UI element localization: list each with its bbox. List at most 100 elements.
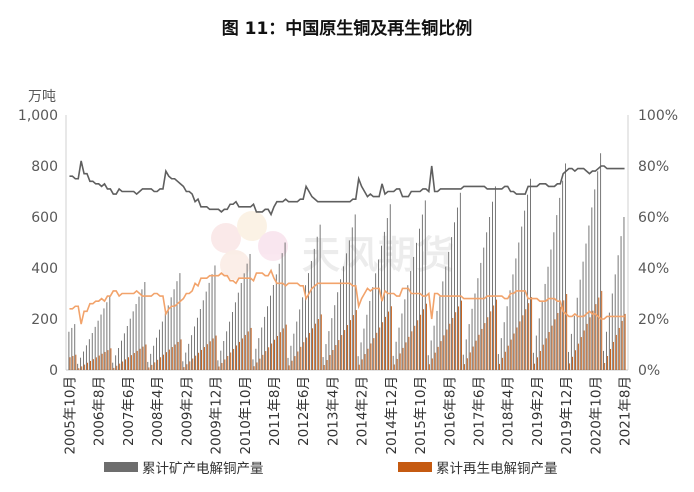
bar-primary — [568, 351, 569, 370]
bar-primary — [158, 329, 160, 371]
bar-recycled — [601, 290, 603, 370]
bar-recycled — [367, 348, 369, 370]
bar-recycled — [420, 314, 422, 370]
bar-primary — [94, 326, 96, 370]
bar-recycled — [434, 352, 436, 370]
bar-recycled — [116, 365, 118, 370]
bar-recycled — [510, 339, 512, 370]
bar-primary — [74, 324, 76, 370]
bar-recycled — [180, 339, 182, 370]
bar-recycled — [478, 334, 480, 370]
bar-recycled — [618, 327, 620, 370]
bar-primary — [217, 360, 219, 370]
bar-primary — [512, 274, 514, 371]
bar-recycled — [209, 341, 211, 370]
bar-primary — [436, 310, 438, 370]
bar-primary — [553, 232, 555, 370]
bar-primary — [605, 331, 607, 370]
bar-primary — [433, 325, 435, 370]
bar-primary — [132, 311, 134, 370]
bar-recycled — [282, 328, 284, 370]
bar-recycled — [607, 355, 609, 370]
bar-recycled — [376, 332, 378, 370]
bar-primary — [170, 297, 172, 370]
bar-recycled — [212, 338, 214, 370]
bar-primary — [410, 271, 412, 370]
bar-recycled — [610, 348, 611, 370]
bar-recycled — [215, 335, 217, 370]
x-tick-label: 2009年2月 — [179, 376, 195, 446]
line-primary-share — [69, 160, 625, 217]
bar-primary — [226, 331, 228, 370]
bar-primary — [471, 308, 473, 370]
bar-primary — [331, 318, 333, 370]
bar-recycled — [466, 358, 468, 370]
bar-primary — [532, 352, 534, 370]
bar-recycled — [291, 360, 293, 370]
bar-recycled — [285, 324, 287, 370]
bar-primary — [243, 273, 245, 370]
bar-recycled — [192, 358, 194, 370]
bar-primary — [576, 297, 578, 370]
y-left-tick-label: 400 — [31, 261, 58, 277]
bar-primary — [141, 289, 143, 370]
bar-primary — [351, 227, 353, 370]
bar-recycled — [411, 331, 413, 370]
bar-primary — [538, 318, 540, 370]
x-tick-label: 2019年12月 — [559, 376, 575, 455]
bar-primary — [451, 237, 453, 370]
bar-recycled — [154, 362, 156, 370]
bar-recycled — [314, 323, 316, 370]
bar-recycled — [306, 337, 308, 370]
bar-recycled — [274, 339, 275, 370]
x-tick-label: 2021年8月 — [618, 376, 634, 446]
bar-recycled — [279, 332, 281, 370]
bar-primary — [234, 302, 236, 370]
bar-recycled — [604, 362, 606, 370]
bar-recycled — [385, 316, 387, 371]
bar-recycled — [323, 365, 325, 370]
x-tick-label: 2014年12月 — [384, 376, 400, 455]
bar-primary — [319, 224, 321, 370]
bar-recycled — [566, 294, 568, 370]
bar-recycled — [198, 352, 200, 370]
bar-recycled — [203, 347, 205, 370]
share-lines — [69, 160, 625, 325]
bar-recycled — [297, 351, 299, 370]
bar-recycled — [440, 341, 442, 370]
bar-recycled — [265, 351, 267, 370]
bar-recycled — [320, 314, 322, 370]
bar-recycled — [262, 354, 264, 370]
bar-recycled — [125, 359, 126, 371]
bar-recycled — [168, 349, 170, 370]
bar-recycled — [458, 306, 460, 370]
bar-recycled — [69, 357, 71, 370]
x-tick-label: 2006年8月 — [92, 376, 108, 446]
bar-recycled — [344, 330, 346, 370]
bar-recycled — [241, 338, 243, 370]
bar-recycled — [513, 333, 515, 370]
bar-primary — [167, 305, 169, 370]
bar-primary — [419, 228, 420, 370]
bar-primary — [182, 361, 184, 370]
bar-primary — [296, 321, 298, 370]
bar-primary — [404, 299, 406, 370]
bar-primary — [80, 357, 82, 370]
bar-recycled — [554, 319, 556, 370]
bar-primary — [264, 316, 266, 371]
bar-primary — [535, 335, 537, 370]
bar-primary — [302, 297, 304, 370]
bar-primary — [357, 356, 359, 370]
bar-recycled — [463, 364, 465, 370]
bar-recycled — [300, 346, 302, 370]
x-tick-label: 2011年8月 — [267, 376, 283, 446]
bar-primary — [395, 341, 397, 370]
bar-recycled — [177, 341, 179, 370]
y-right-tick-label: 40% — [638, 261, 669, 277]
bar-recycled — [133, 353, 135, 370]
bar-recycled — [224, 359, 226, 370]
bar-recycled — [531, 297, 533, 370]
bar-primary — [118, 348, 120, 370]
bar-recycled — [612, 341, 614, 370]
bar-primary — [156, 337, 157, 370]
